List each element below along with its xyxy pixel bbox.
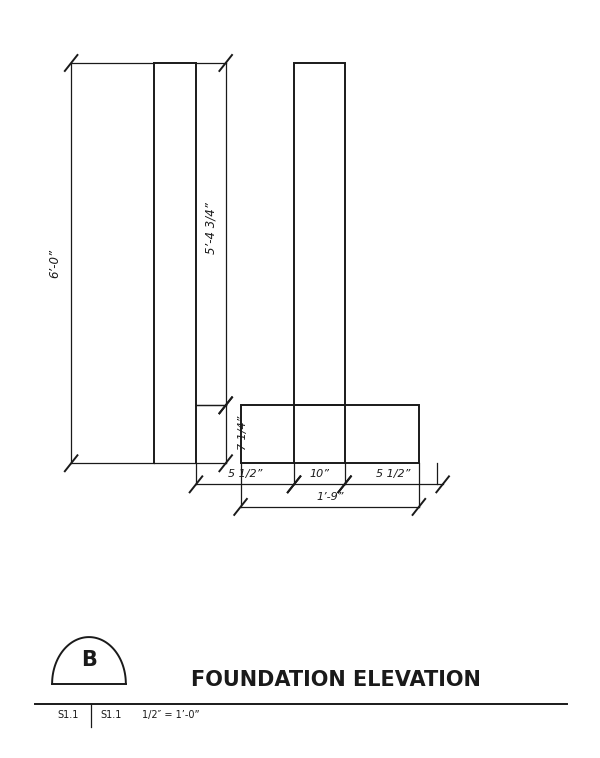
Text: 6’-0”: 6’-0” (49, 249, 62, 277)
Text: 7 1/4”: 7 1/4” (238, 416, 248, 450)
Text: 5 1/2”: 5 1/2” (227, 469, 262, 479)
Text: 10”: 10” (309, 469, 329, 479)
Text: 5’-4 3/4”: 5’-4 3/4” (205, 202, 217, 255)
Text: FOUNDATION ELEVATION: FOUNDATION ELEVATION (191, 670, 481, 690)
Text: B: B (81, 650, 97, 670)
Bar (241, 406, 419, 463)
Text: S1.1: S1.1 (58, 710, 79, 720)
Text: S1.1: S1.1 (100, 710, 122, 720)
Text: 5 1/2”: 5 1/2” (376, 469, 410, 479)
Text: 1’-9”: 1’-9” (316, 492, 343, 502)
Bar (294, 63, 344, 406)
Text: 1/2″ = 1’-0”: 1/2″ = 1’-0” (142, 710, 200, 720)
